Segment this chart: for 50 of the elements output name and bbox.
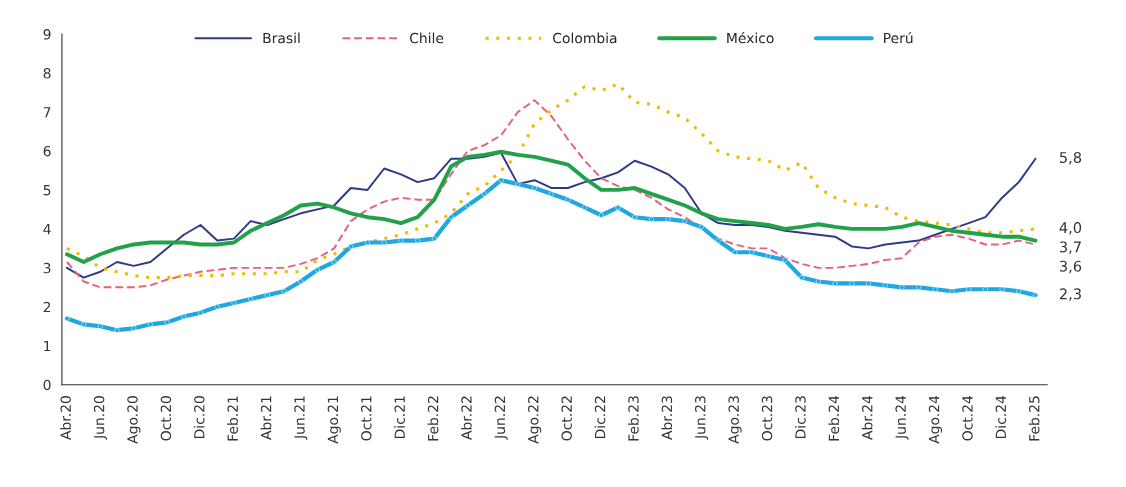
annotation: 3,7 [1059,241,1081,254]
y-tick-label: 8 [43,68,51,79]
x-tick-label: Jun.22 [494,396,508,440]
y-tick-label: 0 [43,379,51,391]
x-tick-label: Abr.23 [661,396,673,440]
annotation: 2,3 [1059,288,1081,301]
annotation: 3,6 [1059,260,1082,274]
y-tick-label: 5 [43,185,51,196]
x-tick-label: Oct.24 [962,395,973,441]
x-tick-label: Feb.25 [1028,396,1040,441]
annotation: 4,0 [1059,222,1082,235]
y-tick-label: 1 [44,340,51,352]
annotation: 5,8 [1060,151,1082,165]
x-tick-label: Oct.22 [561,396,572,441]
legend-label: Perú [884,32,913,44]
x-tick-label: Dic.22 [594,396,606,439]
x-tick-label: Feb.22 [427,396,439,441]
y-tick-label: 4 [43,224,51,235]
y-tick-label: 3 [43,262,51,274]
x-tick-label: Feb.23 [627,396,639,441]
x-tick-label: Jun.20 [93,396,107,440]
x-tick-label: Ago.24 [928,395,943,444]
legend-label: Colombia [553,32,617,44]
x-tick-label: Jun.24 [895,395,909,440]
y-tick-label: 9 [43,29,51,40]
x-tick-label: Feb.21 [227,396,238,441]
x-tick-label: Dic.23 [794,396,806,439]
x-tick-label: Oct.23 [761,396,773,441]
y-tick-label: 2 [43,301,51,313]
x-tick-label: Oct.21 [361,396,372,441]
x-tick-label: Ago.21 [327,396,341,444]
x-tick-label: Ago.20 [127,396,141,444]
y-tick-label: 6 [43,145,51,157]
x-tick-label: Ago.23 [728,396,742,444]
legend-label: México [727,32,774,44]
legend-label: Chile [409,32,444,44]
x-tick-label: Ago.22 [528,396,542,444]
legend-label: Brasil [263,32,300,44]
x-tick-label: Oct.20 [160,396,172,441]
x-tick-label: Dic.21 [394,396,405,439]
y-tick-label: 7 [43,107,51,118]
x-tick-label: Abr.20 [60,396,71,440]
x-tick-label: Abr.21 [260,396,272,440]
x-tick-label: Feb.24 [828,395,840,441]
x-tick-label: Abr.22 [461,396,472,440]
x-tick-label: Dic.20 [193,396,205,439]
x-tick-label: Jun.23 [695,396,709,440]
x-tick-label: Jun.21 [294,396,308,440]
x-tick-label: Dic.24 [995,395,1007,439]
x-tick-label: Abr.24 [861,395,873,440]
